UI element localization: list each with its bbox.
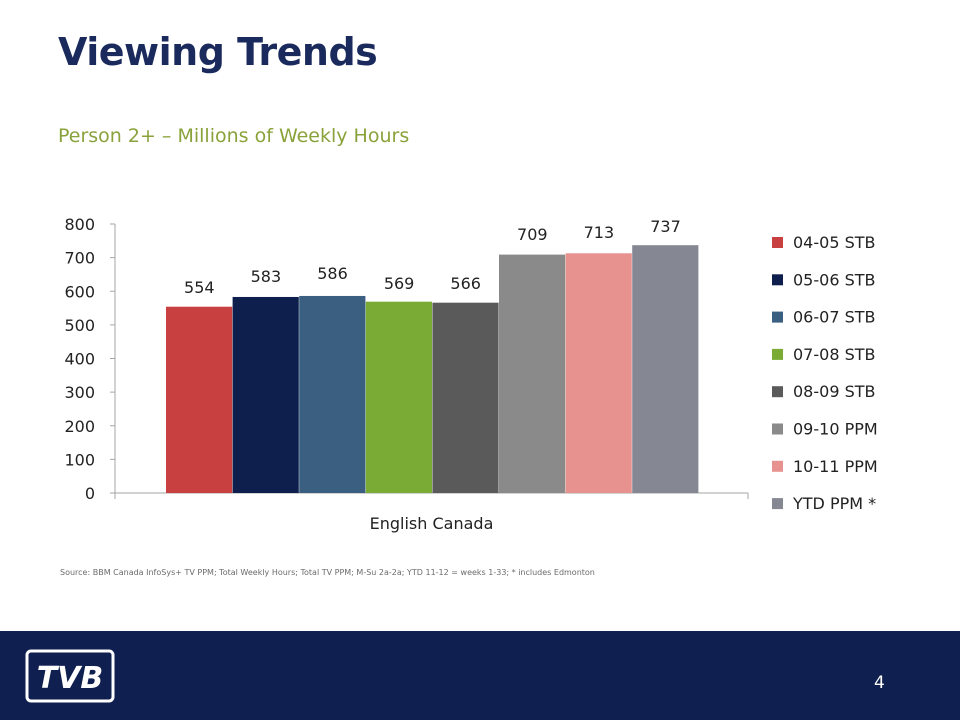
legend-label: YTD PPM * [792,494,876,513]
bar-3 [365,301,432,493]
bar-6 [565,253,632,493]
data-label: 566 [450,274,481,293]
data-label: 569 [384,274,415,293]
y-tick-label: 600 [64,282,95,301]
legend-label: 05-06 STB [793,270,875,289]
legend-swatch [772,311,783,323]
chart-subtitle: Person 2+ – Millions of Weekly Hours [58,125,410,147]
y-tick-label: 400 [64,350,95,369]
page-number: 4 [874,673,885,693]
legend-swatch [772,423,783,435]
y-tick-label: 700 [64,249,95,268]
legend-label: 09-10 PPM [793,420,878,439]
bar-5 [499,254,566,493]
data-label: 737 [650,217,681,236]
bar-1 [232,296,299,493]
y-tick-label: 200 [64,417,95,436]
legend-swatch [772,498,783,510]
legend-swatch [772,348,783,360]
source-note: Source: BBM Canada InfoSys+ TV PPM; Tota… [60,568,595,577]
footer-bar [0,631,960,720]
y-tick-label: 500 [64,316,95,335]
legend-swatch [772,237,783,248]
legend-label: 08-09 STB [793,382,875,401]
legend-swatch [772,386,783,398]
legend-swatch [772,460,783,472]
bar-chart: 0 100 200 300 400 500 600 700 800 554 583 586 569 566… [64,215,878,533]
legend-label: 07-08 STB [793,345,875,364]
y-tick-label: 300 [64,383,95,402]
legend-swatch [772,274,783,286]
data-label: 583 [251,267,282,286]
bar-4 [432,302,499,493]
data-label: 709 [517,225,548,244]
legend-label: 04-05 STB [793,233,875,252]
legend-label: 06-07 STB [793,308,875,327]
bar-0 [166,306,233,493]
logo-text: TVB [37,661,104,696]
y-tick-label: 800 [64,215,95,234]
data-label: 586 [317,264,348,283]
tvb-logo: TVB [24,648,116,708]
bar-2 [299,295,366,493]
page-title: Viewing Trends [58,30,378,74]
data-label: 554 [184,278,215,297]
bar-7 [632,245,699,493]
y-tick-label: 100 [64,450,95,469]
y-tick-label: 0 [85,484,95,503]
x-category-label: English Canada [370,514,494,533]
legend-label: 10-11 PPM [793,457,878,476]
data-label: 713 [584,223,615,242]
